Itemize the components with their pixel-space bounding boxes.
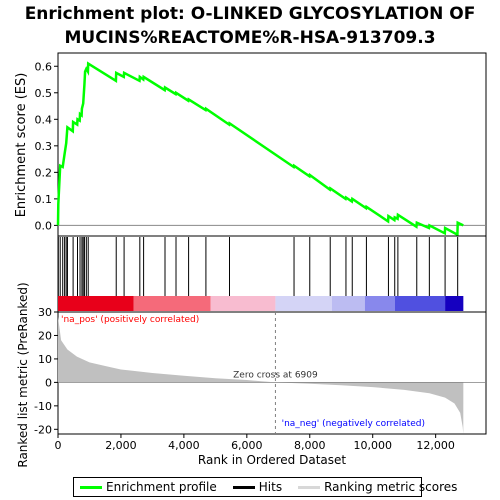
metric-y-axis-label: Ranked list metric (PreRanked)	[16, 282, 30, 467]
ranked-colorbar	[58, 296, 464, 311]
metric-y-tick-label: -10	[34, 400, 52, 413]
x-tick-label: 8,000	[294, 439, 326, 452]
es-panel	[57, 52, 487, 237]
legend-hits-label: Hits	[258, 480, 283, 494]
es-y-tick-label: 0.2	[35, 166, 53, 179]
colorbar-segment	[394, 296, 446, 311]
legend-hits-swatch	[232, 485, 255, 489]
es-y-tick-label: 0.4	[35, 113, 53, 126]
colorbar-segment	[210, 296, 276, 311]
es-y-tick-label: 0.0	[35, 219, 53, 232]
legend-metric-swatch	[298, 485, 321, 489]
metric-y-tick-label: 30	[38, 306, 52, 319]
legend-hits-item: Hits	[232, 480, 283, 494]
metric-y-tick-label: 20	[38, 329, 52, 342]
ranking-metric-area	[58, 316, 464, 434]
es-y-tick-label: 0.6	[35, 60, 53, 73]
x-tick-label: 2,000	[105, 439, 137, 452]
x-tick-label: 12,000	[416, 439, 455, 452]
legend-enrichment-label: Enrichment profile	[106, 480, 217, 494]
colorbar-segment	[445, 296, 464, 311]
legend-enrichment-item: Enrichment profile	[80, 480, 217, 494]
colorbar-segment	[364, 296, 395, 311]
positive-correlation-label: 'na_pos' (positively correlated)	[61, 315, 199, 325]
es-y-axis: 0.0 0.1 0.2 0.3 0.4 0.5 0.6	[35, 60, 58, 232]
colorbar-segment	[331, 296, 365, 311]
metric-y-tick-label: 10	[38, 353, 52, 366]
es-y-tick-label: 0.5	[35, 87, 53, 100]
legend: Enrichment profile Hits Ranking metric s…	[73, 477, 457, 497]
x-tick-label: 10,000	[353, 439, 392, 452]
zero-cross-label: Zero cross at 6909	[233, 370, 318, 380]
x-tick-label: 0	[55, 439, 62, 452]
es-y-axis-label: Enrichment score (ES)	[14, 73, 29, 218]
es-y-tick-label: 0.3	[35, 140, 53, 153]
metric-y-tick-label: -20	[34, 423, 52, 436]
hit-markers	[57, 237, 459, 296]
legend-metric-item: Ranking metric scores	[298, 480, 457, 494]
metric-y-tick-label: 0	[45, 376, 52, 389]
x-axis: 0 2,000 4,000 6,000 8,000 10,000 12,000	[55, 434, 455, 452]
colorbar-segment	[133, 296, 211, 311]
colorbar-segment	[275, 296, 332, 311]
enrichment-profile-line	[56, 61, 464, 237]
x-tick-label: 4,000	[168, 439, 200, 452]
legend-enrichment-swatch	[80, 485, 102, 489]
negative-correlation-label: 'na_neg' (negatively correlated)	[282, 419, 425, 429]
colorbar-segment	[58, 296, 134, 311]
chart-title: Enrichment plot: O-LINKED GLYCOSYLATION …	[0, 2, 500, 50]
es-y-tick-label: 0.1	[35, 193, 53, 206]
x-axis-label: Rank in Ordered Dataset	[198, 453, 346, 467]
chart-title-line2: MUCINS%REACTOME%R-HSA-913709.3	[64, 28, 436, 48]
x-tick-label: 6,000	[231, 439, 263, 452]
metric-y-axis: 30 20 10 0 -10 -20	[34, 306, 58, 436]
legend-metric-label: Ranking metric scores	[324, 480, 458, 494]
chart-title-line1: Enrichment plot: O-LINKED GLYCOSYLATION …	[24, 4, 476, 24]
